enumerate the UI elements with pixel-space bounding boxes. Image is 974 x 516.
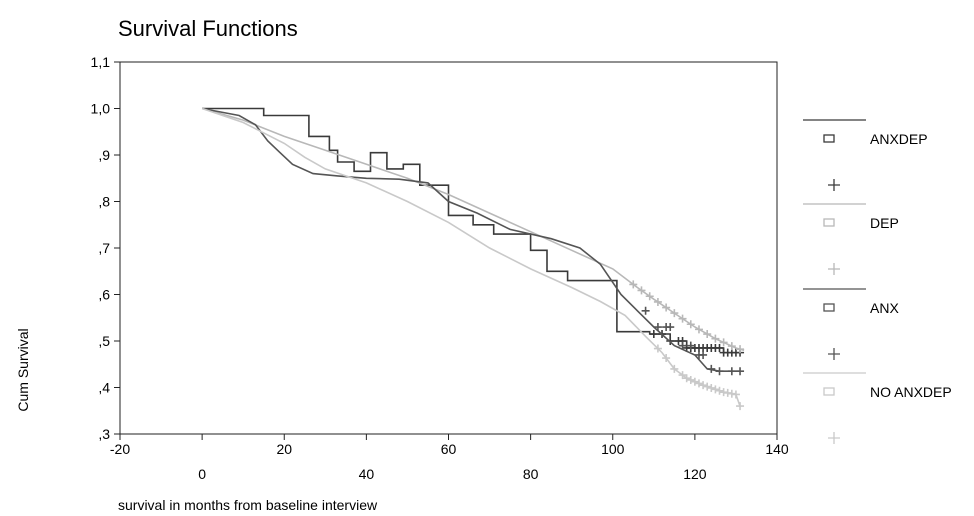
censor-mark [662, 354, 671, 363]
chart-title: Survival Functions [118, 16, 298, 41]
censor-mark [637, 286, 646, 295]
y-tick-label: ,6 [98, 287, 110, 303]
legend-label: DEP [870, 215, 899, 231]
censor-mark [686, 341, 695, 350]
censor-mark [629, 280, 638, 289]
censor-mark [711, 385, 720, 394]
censor-mark [686, 320, 695, 329]
y-axis-label: Cum Survival [15, 328, 31, 411]
x-tick-label: 60 [441, 441, 457, 457]
censor-mark [653, 344, 662, 353]
legend-label: NO ANXDEP [870, 384, 952, 400]
censor-mark [662, 303, 671, 312]
legend-item-no-anxdep: NO ANXDEP [803, 372, 952, 444]
censor-mark [731, 390, 740, 399]
x-tick-label: 0 [198, 466, 206, 482]
series-anx [201, 107, 745, 376]
censor-mark [699, 350, 708, 359]
x-tick-label: 140 [765, 441, 789, 457]
censor-mark [715, 343, 724, 352]
y-tick-label: ,4 [98, 380, 110, 396]
censor-mark [711, 334, 720, 343]
censor-mark [670, 364, 679, 373]
x-axis-upper-ticks: -20 20 60 100 140 [110, 434, 789, 457]
censor-mark [694, 325, 703, 334]
x-axis-label: survival in months from baseline intervi… [118, 497, 378, 513]
legend: ANXDEP DEP ANX NO ANXDEP [803, 119, 952, 444]
censor-mark [707, 364, 716, 373]
censor-mark [727, 342, 736, 351]
plot-area-frame [119, 61, 778, 435]
x-tick-label: -20 [110, 441, 130, 457]
censor-mark [645, 292, 654, 301]
y-tick-label: ,7 [98, 240, 110, 256]
censor-mark [682, 374, 691, 383]
censor-mark [670, 309, 679, 318]
x-tick-label: 20 [276, 441, 292, 457]
legend-censor-marker [828, 348, 840, 360]
legend-censor-marker [828, 263, 840, 275]
censor-mark [653, 297, 662, 306]
censor-mark [678, 341, 687, 350]
censor-mark [703, 382, 712, 391]
censor-mark [715, 386, 724, 395]
legend-item-dep: DEP [803, 203, 899, 275]
y-tick-label: ,9 [98, 147, 110, 163]
survival-line [202, 107, 725, 353]
censor-mark [715, 367, 724, 376]
x-tick-label: 40 [359, 466, 375, 482]
censor-mark [703, 330, 712, 339]
censor-mark [736, 345, 745, 354]
censor-mark [653, 323, 662, 332]
censor-mark [686, 375, 695, 384]
censor-mark [678, 371, 687, 380]
series-dep [201, 107, 745, 354]
y-tick-label: 1,0 [91, 101, 111, 117]
censor-mark [699, 381, 708, 390]
survival-line [201, 107, 741, 407]
censor-mark [707, 383, 716, 392]
censor-mark [649, 330, 658, 339]
legend-item-anx: ANX [803, 288, 899, 360]
legend-box-marker [823, 303, 835, 312]
series-anxdep [202, 107, 745, 357]
censor-mark [736, 402, 745, 411]
legend-box-marker [823, 218, 835, 227]
censor-mark [719, 338, 728, 347]
legend-label: ANX [870, 300, 899, 316]
y-tick-label: 1,1 [91, 54, 111, 70]
legend-item-anxdep: ANXDEP [803, 119, 928, 191]
censor-mark [678, 314, 687, 323]
legend-censor-marker [828, 432, 840, 444]
y-tick-label: ,3 [98, 426, 110, 442]
x-tick-label: 80 [523, 466, 539, 482]
survival-line [201, 107, 740, 372]
legend-censor-marker [828, 179, 840, 191]
y-tick-label: ,8 [98, 194, 110, 210]
survival-line [201, 107, 745, 352]
censor-mark [727, 367, 736, 376]
censor-mark [666, 323, 675, 332]
x-tick-label: 120 [683, 466, 707, 482]
series-no-anxdep [201, 107, 745, 411]
censor-mark [694, 379, 703, 388]
legend-box-marker [823, 134, 835, 143]
legend-box-marker [823, 387, 835, 396]
legend-label: ANXDEP [870, 131, 928, 147]
x-tick-label: 100 [601, 441, 625, 457]
censor-mark [641, 306, 650, 315]
censor-mark [690, 377, 699, 386]
x-axis-lower-ticks: 0 40 80 120 [198, 434, 707, 482]
y-tick-label: ,5 [98, 333, 110, 349]
censor-mark [736, 367, 745, 376]
y-axis: ,3 ,4 ,5 ,6 ,7 ,8 ,9 1,0 1,1 [91, 54, 120, 442]
series-layer [201, 107, 745, 411]
